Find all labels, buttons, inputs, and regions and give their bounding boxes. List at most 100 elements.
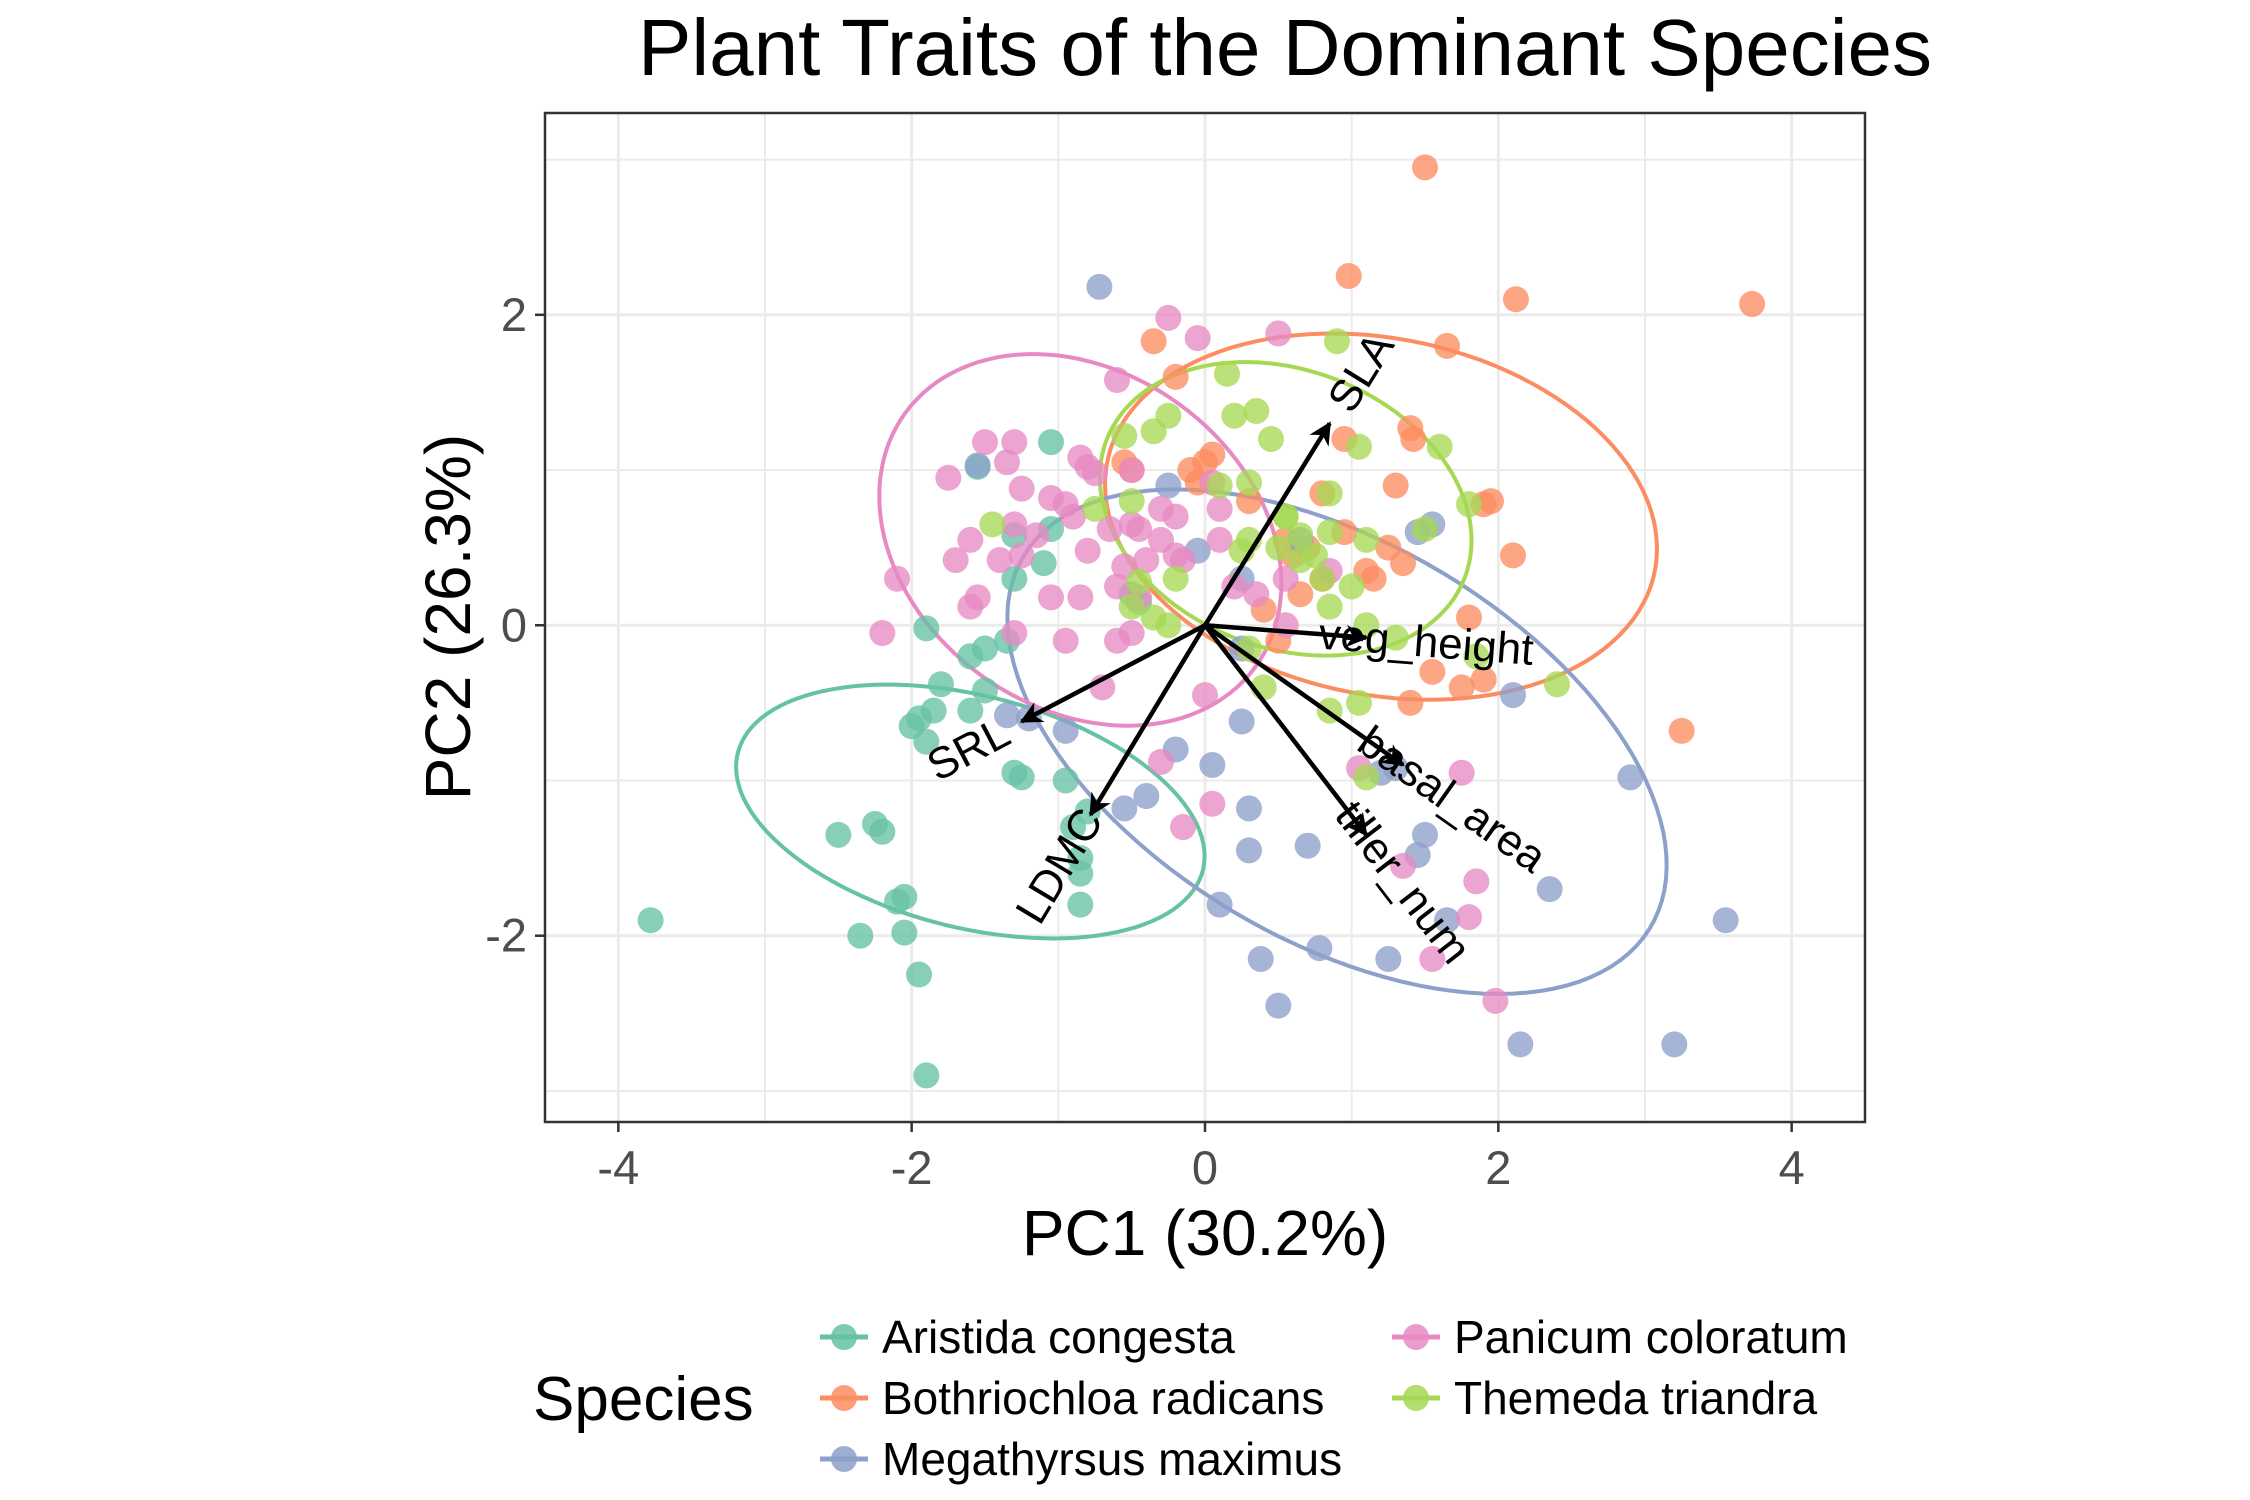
- data-point: [1247, 946, 1274, 973]
- data-point: [1382, 624, 1409, 651]
- legend: Species Aristida congesta Bothriochloa ra…: [533, 1311, 1848, 1485]
- data-point: [1155, 304, 1182, 331]
- legend-entry: Themeda triandra: [1454, 1372, 1817, 1424]
- data-point: [1162, 503, 1189, 530]
- data-point: [1001, 429, 1028, 456]
- points: [637, 154, 1766, 1089]
- loading-label: veg_height: [1317, 610, 1535, 675]
- data-point: [1001, 620, 1028, 647]
- data-point: [1463, 643, 1490, 670]
- data-point: [1324, 328, 1350, 355]
- data-point: [1390, 550, 1416, 577]
- x-tick-label: 2: [1485, 1141, 1511, 1194]
- data-point: [1456, 491, 1482, 518]
- data-point: [1419, 946, 1446, 973]
- data-point: [1243, 398, 1270, 425]
- data-point: [979, 511, 1006, 538]
- data-point: [1456, 604, 1482, 631]
- data-point: [1265, 992, 1292, 1019]
- data-point: [1265, 320, 1292, 347]
- legend-entry: Bothriochloa radicans: [882, 1372, 1324, 1424]
- data-point: [913, 1062, 940, 1089]
- data-point: [1265, 534, 1292, 561]
- legend-key-dot: [831, 1385, 857, 1411]
- data-point: [1338, 573, 1365, 600]
- data-point: [1001, 565, 1028, 592]
- data-point: [1390, 852, 1416, 879]
- data-point: [1001, 511, 1028, 538]
- data-point: [1434, 332, 1460, 359]
- data-point: [1272, 565, 1299, 592]
- data-point: [1155, 402, 1182, 429]
- data-point: [1739, 290, 1766, 317]
- data-point: [1243, 581, 1270, 608]
- data-point: [1287, 522, 1314, 549]
- data-point: [869, 818, 896, 845]
- data-point: [1346, 689, 1372, 716]
- y-tick-label: 0: [501, 598, 527, 651]
- data-point: [1397, 689, 1424, 716]
- data-point: [994, 702, 1020, 729]
- data-point: [1544, 671, 1570, 698]
- data-point: [1086, 273, 1113, 300]
- data-point: [1133, 783, 1160, 810]
- data-point: [1236, 635, 1262, 662]
- x-tick-label: -4: [597, 1141, 639, 1194]
- confidence-ellipse: [877, 352, 1284, 728]
- data-point: [1170, 814, 1196, 841]
- data-point: [1052, 717, 1079, 744]
- data-point: [1162, 363, 1189, 390]
- y-tick-label: 2: [501, 288, 527, 341]
- grid: [545, 113, 1865, 1122]
- data-point: [1192, 682, 1218, 709]
- data-point: [906, 961, 932, 988]
- legend-key-dot: [1403, 1385, 1429, 1411]
- data-point: [1412, 154, 1438, 181]
- data-point: [825, 821, 852, 848]
- data-point: [1382, 472, 1409, 499]
- data-point: [964, 584, 991, 611]
- data-point: [1148, 748, 1174, 775]
- data-point: [1111, 422, 1138, 449]
- data-point: [1236, 469, 1262, 496]
- data-point: [972, 429, 998, 456]
- data-point: [1448, 759, 1475, 786]
- data-point: [1074, 537, 1101, 564]
- data-point: [891, 919, 918, 946]
- data-point: [986, 547, 1013, 574]
- y-axis-label: PC2 (26.3%): [412, 434, 484, 800]
- data-point: [1502, 286, 1529, 313]
- data-point: [1470, 666, 1497, 693]
- data-point: [891, 883, 918, 910]
- data-point: [1111, 795, 1138, 822]
- data-point: [1199, 751, 1226, 778]
- data-point: [1199, 790, 1226, 817]
- data-point: [1482, 987, 1509, 1014]
- data-point: [1353, 764, 1380, 791]
- legend-key-dot: [831, 1324, 857, 1350]
- data-point: [1206, 472, 1233, 499]
- data-point: [1335, 262, 1362, 289]
- data-point: [964, 452, 991, 479]
- data-point: [1316, 519, 1343, 546]
- data-point: [1360, 565, 1387, 592]
- data-point: [1060, 814, 1086, 841]
- data-point: [1419, 658, 1446, 685]
- data-point: [637, 907, 664, 934]
- data-point: [1287, 547, 1314, 574]
- data-point: [1412, 821, 1438, 848]
- data-point: [1038, 584, 1064, 611]
- data-point: [1500, 682, 1526, 709]
- legend-entry: Aristida congesta: [882, 1311, 1235, 1363]
- data-point: [884, 565, 910, 592]
- data-point: [1206, 526, 1233, 553]
- y-axis: -2 0 2: [485, 288, 545, 962]
- data-point: [957, 526, 984, 553]
- data-point: [1052, 627, 1079, 654]
- legend-title: Species: [533, 1365, 754, 1434]
- data-point: [1008, 542, 1035, 569]
- legend-entry: Megathyrsus maximus: [882, 1433, 1342, 1485]
- x-tick-label: -2: [891, 1141, 933, 1194]
- data-point: [1353, 526, 1380, 553]
- data-point: [1067, 845, 1094, 872]
